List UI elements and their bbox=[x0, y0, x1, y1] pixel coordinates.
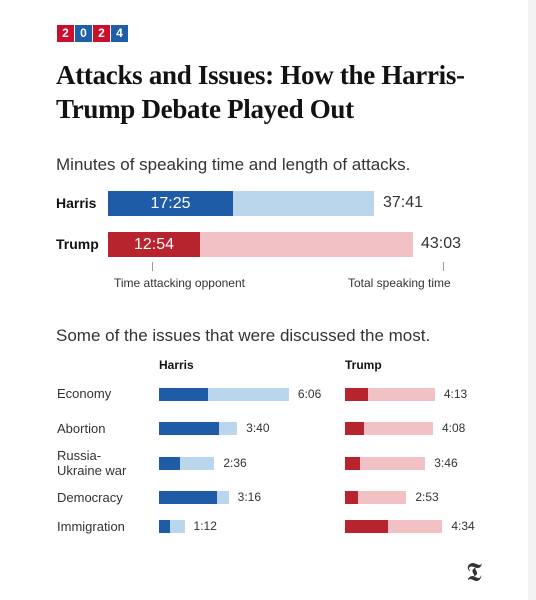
harris-issue-value: 6:06 bbox=[297, 387, 322, 401]
trump-issue-value: 2:53 bbox=[415, 490, 439, 504]
trump-issue-attack-bar bbox=[345, 520, 388, 533]
harris-issue-attack-bar bbox=[159, 457, 181, 470]
attack-caption: Time attacking opponent bbox=[114, 276, 245, 290]
row-label-harris: Harris bbox=[56, 195, 97, 211]
issue-label: Democracy bbox=[57, 490, 123, 505]
trump-issue-value: 4:34 bbox=[451, 519, 475, 533]
harris-issue-value: 3:16 bbox=[237, 490, 261, 504]
column-header-trump: Trump bbox=[345, 358, 382, 372]
badge-digit: 2 bbox=[93, 25, 110, 42]
harris-issue-attack-bar bbox=[159, 491, 217, 504]
issue-label: Immigration bbox=[57, 519, 125, 534]
badge-digit: 2 bbox=[57, 25, 74, 42]
issue-label: Russia- Ukraine war bbox=[57, 448, 127, 478]
issue-label: Abortion bbox=[57, 421, 106, 436]
issues-subtitle: Some of the issues that were discussed t… bbox=[56, 326, 431, 345]
harris-issue-attack-bar bbox=[159, 388, 208, 401]
trump-issue-total-bar bbox=[345, 457, 426, 470]
total-caption: Total speaking time bbox=[348, 276, 451, 290]
trump-total-label: 43:03 bbox=[421, 235, 462, 252]
trump-issue-attack-bar bbox=[345, 388, 369, 401]
year-badge: 2 0 2 4 bbox=[57, 25, 129, 42]
issue-label: Economy bbox=[57, 386, 112, 401]
harris-issue-value: 3:40 bbox=[246, 421, 270, 435]
trump-issue-total-bar bbox=[345, 491, 407, 504]
trump-issue-attack-bar bbox=[345, 491, 358, 504]
harris-total-label: 37:41 bbox=[383, 194, 424, 211]
harris-issue-value: 1:12 bbox=[193, 519, 217, 533]
trump-issue-value: 4:08 bbox=[441, 421, 466, 435]
trump-issue-value: 4:13 bbox=[443, 387, 468, 401]
trump-issue-attack-bar bbox=[345, 422, 365, 435]
trump-issue-total-bar bbox=[345, 422, 433, 435]
harris-attack-bar: 17:25 bbox=[108, 191, 233, 216]
trump-issue-value: 3:46 bbox=[434, 456, 458, 470]
page-edge bbox=[528, 0, 536, 600]
column-header-harris: Harris bbox=[159, 358, 194, 372]
headline: Attacks and Issues: How the Harris-Trump… bbox=[56, 60, 465, 124]
trump-attack-bar: 12:54 bbox=[108, 232, 200, 257]
total-tick bbox=[443, 262, 444, 271]
harris-issue-value: 2:36 bbox=[223, 456, 247, 470]
harris-issue-attack-bar bbox=[159, 422, 219, 435]
trump-issue-attack-bar bbox=[345, 457, 360, 470]
badge-digit: 0 bbox=[75, 25, 92, 42]
attack-tick bbox=[152, 262, 153, 271]
harris-issue-attack-bar bbox=[159, 520, 170, 533]
nyt-logo-icon: 𝕿 bbox=[466, 558, 482, 587]
speaking-subtitle: Minutes of speaking time and length of a… bbox=[56, 155, 411, 174]
row-label-trump: Trump bbox=[56, 236, 99, 252]
badge-digit: 4 bbox=[111, 25, 128, 42]
